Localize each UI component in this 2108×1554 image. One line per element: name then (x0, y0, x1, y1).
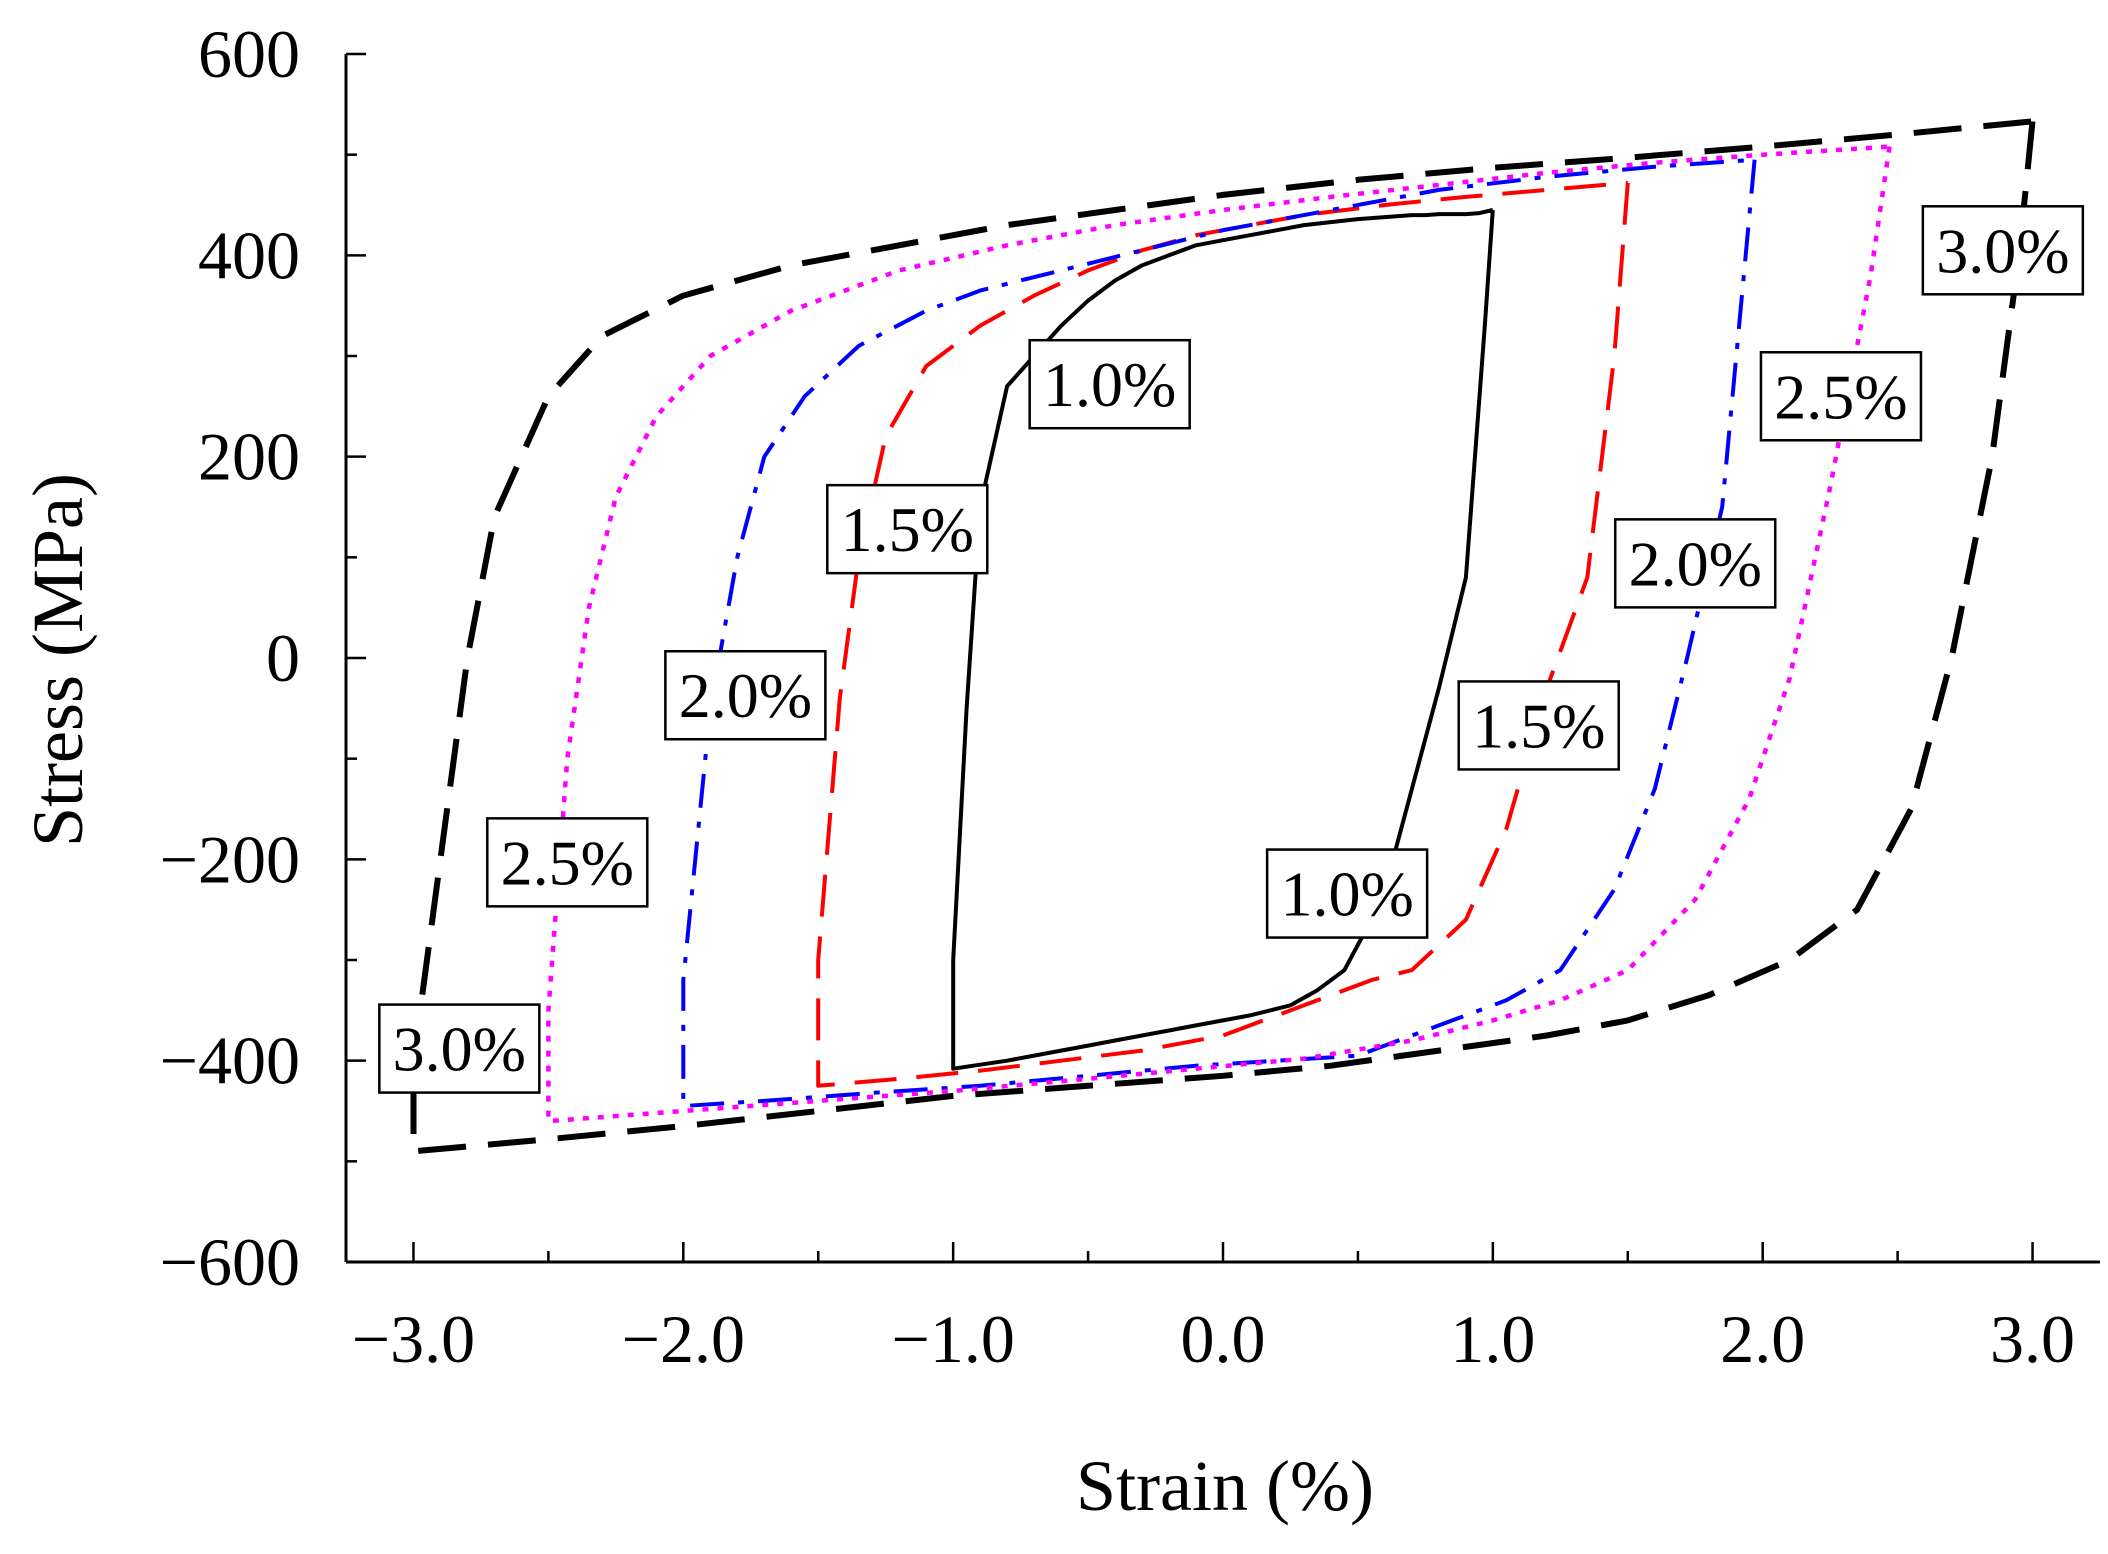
x-axis-title: Strain (%) (1076, 1446, 1374, 1526)
x-tick-label: −3.0 (352, 1301, 475, 1377)
annotation-box (1457, 680, 1620, 771)
annotation-label: 1.5% (1457, 680, 1620, 771)
y-tick-label: 400 (198, 217, 300, 293)
series-layer (410, 118, 2036, 1155)
y-tick-label: −600 (160, 1224, 300, 1300)
annotation-box (1265, 848, 1429, 939)
annotation-label: 3.0% (378, 1003, 541, 1094)
annotation-text: 2.5% (1774, 361, 1907, 432)
annotation-text: 1.0% (1280, 859, 1413, 930)
x-tick-label: −1.0 (891, 1301, 1014, 1377)
x-tick-label: −2.0 (622, 1301, 745, 1377)
annotation-text: 2.0% (1629, 528, 1762, 599)
y-tick-label: −400 (160, 1023, 300, 1099)
annotation-label: 2.5% (1759, 351, 1923, 442)
annotation-text: 1.5% (1472, 690, 1605, 761)
annotation-box (1921, 205, 2085, 296)
x-tick-label: 1.0 (1450, 1301, 1535, 1377)
series-line-2-0pct (681, 157, 1757, 1108)
series-line-2-5pct (546, 144, 1892, 1124)
annotation-text: 1.5% (841, 494, 974, 565)
annotation-box (378, 1003, 541, 1094)
annotation-label: 1.5% (826, 483, 989, 575)
annotation-label: 3.0% (1921, 205, 2085, 296)
annotation-label: 2.0% (1613, 518, 1777, 609)
y-tick-label: 0 (266, 620, 300, 696)
annotation-label: 1.0% (1265, 848, 1429, 939)
annotation-box (486, 817, 649, 908)
x-tick-label: 0.0 (1181, 1301, 1266, 1377)
annotation-text: 2.0% (679, 660, 812, 731)
y-tick-label: −200 (160, 821, 300, 897)
axes: 600 400 200 0 −200 −400 −600 −3.0 −2.0 −1.0 0.0 1.0… (160, 16, 2100, 1377)
series-line-3-0pct (410, 118, 2036, 1155)
y-axis-title: Stress (MPa) (18, 473, 98, 847)
series-line-1-5pct (816, 180, 1630, 1088)
annotation-text: 2.5% (501, 827, 634, 898)
x-tick-label: 2.0 (1720, 1301, 1805, 1377)
annotation-box (1759, 351, 1923, 442)
y-tick-label: 600 (198, 16, 300, 92)
annotation-box (1028, 338, 1191, 430)
annotation-label: 2.5% (486, 817, 649, 908)
annotation-text: 3.0% (1936, 215, 2069, 286)
annotation-box (1613, 518, 1777, 609)
annotation-label: 2.0% (664, 649, 827, 741)
annotation-box (664, 649, 827, 741)
x-tick-label: 3.0 (1990, 1301, 2075, 1377)
series-line-1-0pct (951, 208, 1495, 1071)
annotation-label: 1.0% (1028, 338, 1191, 430)
annotation-layer: 1.0% 1.5% 2.0% 2.5% 3.0% 1.0% 1.5% 2.0% 2.5% 3.0% (378, 205, 2085, 1094)
annotation-text: 1.0% (1043, 349, 1176, 420)
annotation-text: 3.0% (393, 1014, 526, 1085)
annotation-box (826, 483, 989, 575)
y-tick-label: 200 (198, 419, 300, 495)
